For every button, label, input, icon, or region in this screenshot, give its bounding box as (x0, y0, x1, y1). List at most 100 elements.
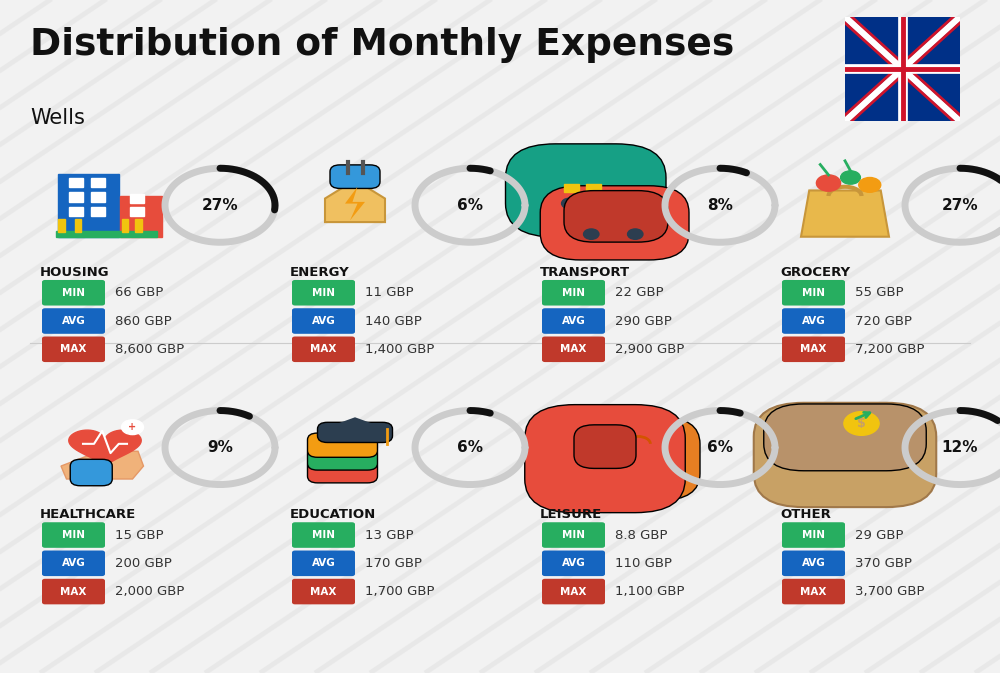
Text: 2,900 GBP: 2,900 GBP (615, 343, 684, 356)
Text: 29 GBP: 29 GBP (855, 528, 904, 542)
Text: 200 GBP: 200 GBP (115, 557, 172, 570)
Text: MIN: MIN (62, 530, 85, 540)
Text: AVG: AVG (312, 559, 335, 568)
FancyBboxPatch shape (782, 551, 845, 576)
FancyBboxPatch shape (525, 404, 685, 513)
Text: 140 GBP: 140 GBP (365, 314, 422, 328)
FancyBboxPatch shape (308, 433, 378, 458)
Text: HEALTHCARE: HEALTHCARE (40, 508, 136, 521)
FancyBboxPatch shape (564, 190, 668, 242)
FancyBboxPatch shape (292, 280, 355, 306)
Circle shape (562, 199, 577, 209)
Circle shape (816, 175, 841, 191)
Text: MIN: MIN (802, 288, 825, 297)
FancyBboxPatch shape (576, 417, 700, 500)
Text: 110 GBP: 110 GBP (615, 557, 672, 570)
Text: 860 GBP: 860 GBP (115, 314, 172, 328)
Circle shape (844, 412, 879, 435)
FancyBboxPatch shape (754, 402, 936, 507)
FancyBboxPatch shape (292, 522, 355, 548)
Text: 8%: 8% (707, 198, 733, 213)
Text: 9%: 9% (207, 440, 233, 455)
Text: 1,400 GBP: 1,400 GBP (365, 343, 434, 356)
Circle shape (592, 199, 607, 209)
Bar (69, 192, 83, 202)
FancyBboxPatch shape (764, 404, 926, 471)
Text: ENERGY: ENERGY (290, 266, 350, 279)
Polygon shape (69, 430, 141, 468)
Text: 290 GBP: 290 GBP (615, 314, 672, 328)
Text: 15 GBP: 15 GBP (115, 528, 164, 542)
Text: AVG: AVG (62, 559, 85, 568)
Text: MAX: MAX (60, 345, 87, 354)
FancyBboxPatch shape (292, 336, 355, 362)
Text: AVG: AVG (562, 559, 585, 568)
Circle shape (584, 229, 599, 240)
Circle shape (628, 229, 643, 240)
Text: 8,600 GBP: 8,600 GBP (115, 343, 184, 356)
Text: 22 GBP: 22 GBP (615, 286, 664, 299)
Text: MAX: MAX (560, 345, 587, 354)
Text: 6%: 6% (707, 440, 733, 455)
Text: 6%: 6% (457, 198, 483, 213)
Bar (130, 207, 144, 216)
FancyBboxPatch shape (542, 280, 605, 306)
Bar (69, 178, 83, 187)
Text: OTHER: OTHER (780, 508, 831, 521)
Text: Distribution of Monthly Expenses: Distribution of Monthly Expenses (30, 27, 734, 63)
FancyBboxPatch shape (782, 280, 845, 306)
Polygon shape (801, 190, 889, 237)
Text: MIN: MIN (62, 288, 85, 297)
FancyBboxPatch shape (292, 551, 355, 576)
Text: 13 GBP: 13 GBP (365, 528, 414, 542)
Text: 27%: 27% (942, 198, 978, 213)
FancyBboxPatch shape (542, 579, 605, 604)
Polygon shape (322, 417, 387, 436)
Bar (58, 219, 65, 232)
Text: 66 GBP: 66 GBP (115, 286, 163, 299)
FancyBboxPatch shape (542, 308, 605, 334)
Bar (120, 196, 162, 237)
Text: MAX: MAX (800, 587, 827, 596)
Text: 27%: 27% (202, 198, 238, 213)
Bar (75, 219, 81, 232)
Text: 370 GBP: 370 GBP (855, 557, 912, 570)
Circle shape (122, 420, 144, 435)
FancyBboxPatch shape (542, 551, 605, 576)
FancyBboxPatch shape (292, 308, 355, 334)
Text: MIN: MIN (562, 530, 585, 540)
Text: MIN: MIN (802, 530, 825, 540)
Text: MIN: MIN (312, 530, 335, 540)
Text: AVG: AVG (802, 559, 825, 568)
Text: EDUCATION: EDUCATION (290, 508, 376, 521)
Text: 170 GBP: 170 GBP (365, 557, 422, 570)
Text: 55 GBP: 55 GBP (855, 286, 904, 299)
FancyBboxPatch shape (42, 579, 105, 604)
FancyBboxPatch shape (42, 336, 105, 362)
Text: MAX: MAX (310, 345, 337, 354)
Polygon shape (61, 452, 144, 479)
FancyBboxPatch shape (42, 308, 105, 334)
Text: 7,200 GBP: 7,200 GBP (855, 343, 925, 356)
Text: AVG: AVG (312, 316, 335, 326)
Text: $: $ (857, 417, 866, 430)
Text: 720 GBP: 720 GBP (855, 314, 912, 328)
FancyBboxPatch shape (782, 522, 845, 548)
Bar (91, 178, 105, 187)
Bar (130, 194, 144, 203)
Bar (69, 207, 83, 216)
Circle shape (859, 178, 881, 192)
FancyBboxPatch shape (292, 579, 355, 604)
FancyBboxPatch shape (782, 336, 845, 362)
Bar (91, 207, 105, 216)
Text: 6%: 6% (457, 440, 483, 455)
Bar (586, 184, 601, 192)
Text: AVG: AVG (62, 316, 85, 326)
FancyBboxPatch shape (317, 423, 392, 443)
Polygon shape (325, 180, 385, 222)
Text: AVG: AVG (562, 316, 585, 326)
FancyBboxPatch shape (42, 280, 105, 306)
Text: 3,700 GBP: 3,700 GBP (855, 585, 925, 598)
FancyBboxPatch shape (540, 186, 689, 260)
Text: Wells: Wells (30, 108, 85, 128)
